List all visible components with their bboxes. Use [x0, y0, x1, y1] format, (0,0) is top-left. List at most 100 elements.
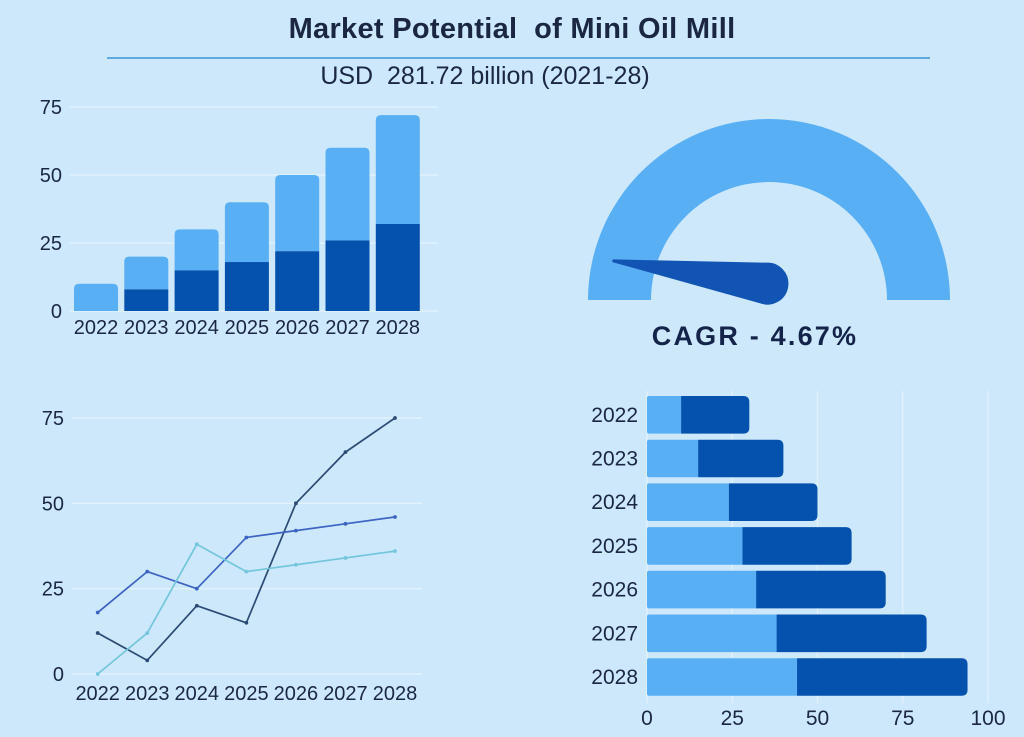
bar-segment-light: [275, 175, 320, 252]
bar-segment-light: [124, 256, 169, 290]
bar-segment-light: [647, 614, 777, 653]
bar-segment-dark: [275, 251, 320, 311]
bar-segment-dark: [224, 262, 269, 311]
x-tick-label: 2022: [75, 683, 120, 705]
horizontal-stacked-bar-chart: 0 25 50 75 100 2022 2023 2024 2025 2026 2027 2028: [560, 385, 1015, 735]
line-point-marker: [145, 658, 150, 663]
bar-segment-light: [224, 202, 269, 263]
y-tick-label: 25: [40, 233, 62, 255]
bar-segment-light: [647, 570, 757, 609]
y-tick-label: 50: [40, 165, 62, 187]
x-tick-label: 2025: [224, 683, 269, 705]
y-tick-label: 50: [42, 493, 64, 515]
x-tick-label: 50: [806, 707, 829, 730]
bar-segment-dark: [174, 270, 219, 311]
y-category-label: 2022: [591, 404, 638, 427]
bar-segment-light: [647, 396, 682, 434]
bar-segment-light: [647, 527, 743, 565]
gauge-needle: [612, 259, 789, 305]
line-point-marker: [95, 631, 100, 635]
bar-segment-dark: [681, 396, 750, 434]
line-series-cyan-line: [97, 543, 396, 675]
line-chart-svg: 0 25 50 75 2022 2023 2024 2025 2026 2027 2028: [42, 408, 422, 705]
x-tick-label: 2028: [376, 317, 421, 339]
line-point-marker: [294, 562, 298, 567]
y-category-label: 2023: [591, 448, 638, 471]
x-tick-label: 0: [641, 707, 653, 730]
y-category-label: 2025: [591, 535, 638, 558]
bar-segment-light: [174, 229, 219, 271]
x-tick-label: 2028: [373, 683, 418, 705]
x-tick-label: 2022: [74, 317, 119, 339]
bar-segment-dark: [124, 289, 169, 311]
horizontal-stacked-bar-chart-svg: 0 25 50 75 100 2022 2023 2024 2025 2026 2027 2028: [591, 391, 1006, 730]
line-point-marker: [194, 542, 199, 547]
line-series-royal-blue-line: [97, 516, 396, 614]
line-point-marker: [145, 631, 150, 635]
line-point-marker: [244, 535, 249, 540]
x-tick-label: 2024: [175, 683, 220, 705]
line-point-marker: [244, 620, 249, 625]
line-point-marker: [343, 450, 348, 455]
line-point-marker: [194, 603, 199, 608]
y-tick-label: 75: [42, 408, 64, 430]
bar-segment-dark: [742, 527, 852, 565]
line-point-marker: [294, 501, 298, 506]
title-underline: [107, 57, 930, 59]
page-title: Market Potential of Mini Oil Mill: [288, 13, 736, 45]
cagr-value-label: CAGR - 4.67%: [651, 321, 859, 351]
y-category-label: 2027: [591, 622, 638, 645]
x-tick-label: 100: [970, 707, 1005, 730]
y-tick-label: 75: [40, 97, 62, 119]
bar-segment-dark: [797, 658, 968, 696]
x-tick-label: 2027: [325, 317, 370, 339]
y-tick-label: 0: [51, 301, 62, 323]
line-point-marker: [393, 515, 397, 519]
x-tick-label: 2027: [323, 683, 368, 705]
bar-segment-dark: [776, 614, 927, 653]
bar-segment-light: [325, 147, 370, 241]
page-subtitle: USD 281.72 billion (2021-28): [320, 62, 650, 90]
x-tick-label: 2024: [174, 317, 219, 339]
y-tick-label: 0: [53, 664, 64, 686]
x-tick-label: 2023: [125, 683, 170, 705]
bar-segment-dark: [698, 439, 784, 478]
bar-segment-dark: [728, 483, 818, 521]
x-tick-label: 2026: [274, 683, 319, 705]
line-point-marker: [244, 569, 249, 574]
y-tick-label: 25: [42, 579, 64, 601]
stacked-column-chart-svg: 0 25 50 75 2022 2023 2024 2025 2026 2027 2028: [40, 97, 438, 339]
bar-segment-light: [74, 283, 118, 311]
line-point-marker: [294, 528, 298, 533]
y-category-label: 2028: [591, 666, 638, 689]
y-category-label: 2026: [591, 579, 638, 602]
cagr-gauge-chart: [560, 96, 1000, 311]
line-point-marker: [343, 556, 348, 560]
x-tick-label: 2023: [124, 317, 169, 339]
bar-segment-dark: [325, 240, 370, 311]
line-chart: 0 25 50 75 2022 2023 2024 2025 2026 2027 2028: [30, 405, 445, 710]
cagr-gauge-svg: [588, 119, 950, 305]
line-point-marker: [194, 586, 199, 591]
x-tick-label: 2025: [225, 317, 270, 339]
bar-segment-light: [375, 115, 420, 224]
bar-segment-light: [647, 439, 699, 478]
line-point-marker: [145, 569, 150, 574]
line-point-marker: [343, 521, 348, 526]
line-point-marker: [95, 610, 100, 615]
line-point-marker: [393, 416, 397, 420]
bar-segment-dark: [756, 570, 886, 609]
gauge-needle-shape: [612, 259, 789, 305]
x-tick-label: 25: [721, 707, 744, 730]
line-point-marker: [393, 549, 397, 554]
stacked-column-chart: 0 25 50 75 2022 2023 2024 2025 2026 2027 2028: [30, 96, 445, 348]
x-tick-label: 75: [891, 707, 914, 730]
y-category-label: 2024: [591, 491, 638, 514]
bar-segment-dark: [375, 223, 420, 311]
bar-segment-light: [647, 483, 729, 521]
gauge-arc: [588, 119, 950, 300]
x-tick-label: 2026: [275, 317, 320, 339]
line-point-marker: [95, 672, 100, 676]
bar-segment-light: [647, 658, 798, 696]
